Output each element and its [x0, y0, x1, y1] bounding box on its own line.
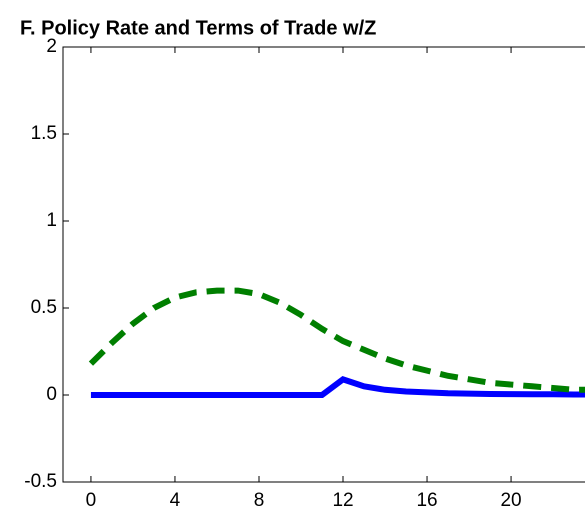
- series-line: [90, 376, 585, 398]
- x-tick-label: 4: [170, 490, 181, 511]
- y-tick-label: 1.5: [31, 123, 57, 144]
- chart-title: F. Policy Rate and Terms of Trade w/Z: [20, 17, 376, 39]
- x-tick-label: 16: [416, 490, 437, 511]
- y-tick-label: 1: [46, 210, 57, 231]
- x-tick-label: 8: [254, 490, 265, 511]
- plot-area: [62, 46, 585, 483]
- y-tick-label: 2: [46, 36, 57, 57]
- y-tick-label: 0.5: [31, 297, 57, 318]
- x-tick-label: 20: [500, 490, 521, 511]
- series-line: [88, 287, 585, 393]
- x-tick-label: 0: [86, 490, 97, 511]
- x-tick-label: 12: [332, 490, 353, 511]
- y-tick-label: 0: [46, 384, 57, 405]
- y-tick-label: -0.5: [24, 471, 57, 492]
